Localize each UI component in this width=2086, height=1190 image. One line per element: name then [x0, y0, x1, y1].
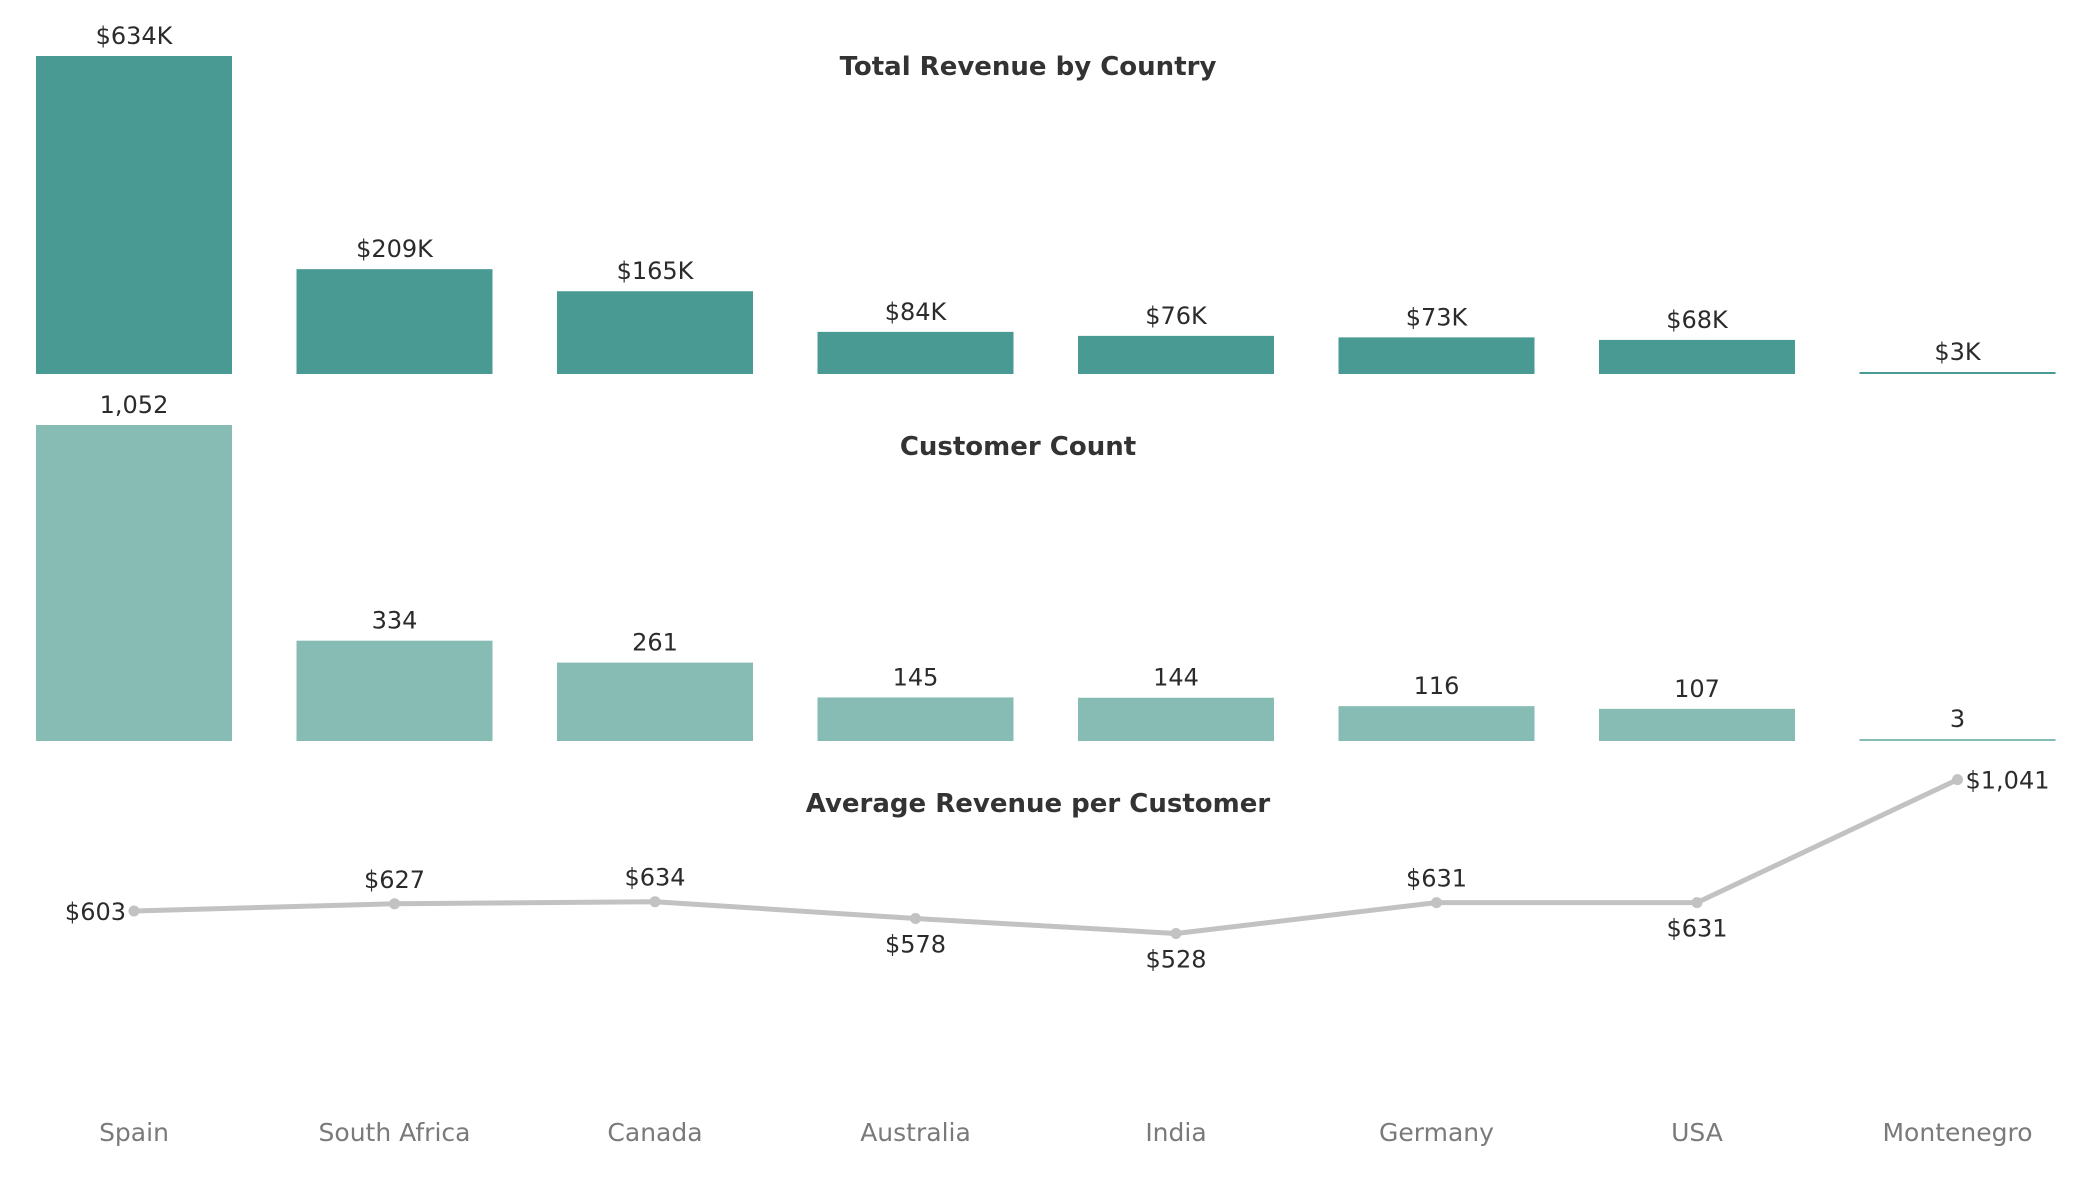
revenue-label-south-africa: $209K	[356, 235, 434, 263]
avg-revenue-line	[131, 777, 1960, 936]
avg-revenue-point-india	[1170, 928, 1182, 939]
avg-revenue-point-usa	[1691, 897, 1703, 909]
avg-revenue-label-australia: $578	[885, 931, 946, 959]
revenue-bar-canada	[557, 291, 753, 374]
customer-bar-germany	[1338, 706, 1535, 741]
x-axis-label-montenegro: Montenegro	[1882, 1118, 2032, 1147]
customer-bar-group: 1,052 334 261 145 144 116 107 3	[36, 391, 2056, 741]
revenue-bar-south-africa	[296, 269, 493, 374]
revenue-label-canada: $165K	[617, 257, 695, 285]
customer-bar-south-africa	[296, 640, 493, 741]
revenue-bar-germany	[1338, 337, 1535, 374]
customer-label-montenegro: 3	[1950, 705, 1965, 733]
avg-revenue-label-germany: $631	[1406, 865, 1467, 893]
avg-revenue-point-montenegro	[1952, 774, 1963, 786]
avg-revenue-label-canada: $634	[624, 864, 685, 892]
avg-revenue-label-india: $528	[1145, 946, 1206, 974]
avg-revenue-point-germany	[1431, 897, 1442, 909]
x-axis-label-south-africa: South Africa	[319, 1118, 471, 1147]
customer-label-spain: 1,052	[100, 391, 169, 419]
customer-label-germany: 116	[1414, 672, 1460, 700]
revenue-label-spain: $634K	[96, 22, 174, 50]
revenue-bar-australia	[817, 331, 1014, 374]
revenue-label-india: $76K	[1145, 302, 1208, 330]
customer-label-south-africa: 334	[372, 607, 418, 635]
avg-revenue-label-south-africa: $627	[364, 866, 425, 894]
customer-label-canada: 261	[632, 629, 678, 657]
revenue-chart-title: Total Revenue by Country	[840, 52, 1217, 82]
avg-revenue-label-spain: $603	[65, 898, 126, 926]
customer-chart-title: Customer Count	[900, 432, 1136, 462]
customer-bar-usa	[1599, 708, 1795, 741]
avg-revenue-point-canada	[649, 896, 661, 908]
x-axis-label-germany: Germany	[1379, 1118, 1494, 1147]
revenue-label-usa: $68K	[1666, 306, 1729, 334]
revenue-label-germany: $73K	[1406, 303, 1469, 331]
x-axis-label-usa: USA	[1671, 1118, 1723, 1147]
customer-label-australia: 145	[893, 663, 939, 691]
avg-revenue-chart-title: Average Revenue per Customer	[806, 789, 1271, 819]
avg-revenue-label-usa: $631	[1666, 915, 1727, 943]
avg-revenue-point-australia	[910, 913, 921, 924]
revenue-label-montenegro: $3K	[1934, 338, 1982, 366]
customer-bar-spain	[36, 425, 232, 741]
customer-label-india: 144	[1153, 664, 1199, 692]
revenue-label-australia: $84K	[885, 298, 948, 326]
revenue-bar-india	[1078, 335, 1274, 374]
customer-bar-canada	[557, 662, 753, 741]
x-axis-label-australia: Australia	[860, 1118, 971, 1147]
revenue-bar-spain	[36, 56, 232, 374]
customer-bar-india	[1078, 697, 1274, 741]
avg-revenue-label-montenegro: $1,041	[1966, 767, 2050, 795]
customer-bar-australia	[817, 697, 1014, 741]
x-axis-label-canada: Canada	[607, 1118, 702, 1147]
customer-label-usa: 107	[1674, 675, 1720, 703]
x-axis-label-spain: Spain	[99, 1118, 169, 1147]
avg-revenue-point-spain	[128, 905, 140, 917]
avg-revenue-point-south-africa	[389, 898, 400, 910]
customer-bar-montenegro	[1859, 739, 2056, 741]
avg-revenue-line-group: $603 $627 $634 $578 $528 $631 $631 $1,041	[65, 767, 2050, 974]
revenue-bar-montenegro	[1859, 372, 2056, 374]
x-axis-label-india: India	[1145, 1118, 1206, 1147]
x-axis: Spain South Africa Canada Australia India Ger…	[99, 1118, 2032, 1147]
revenue-bar-usa	[1599, 339, 1795, 374]
revenue-bar-group: $634K $209K $165K $84K $76K $73K $68K $3K	[36, 22, 2056, 374]
